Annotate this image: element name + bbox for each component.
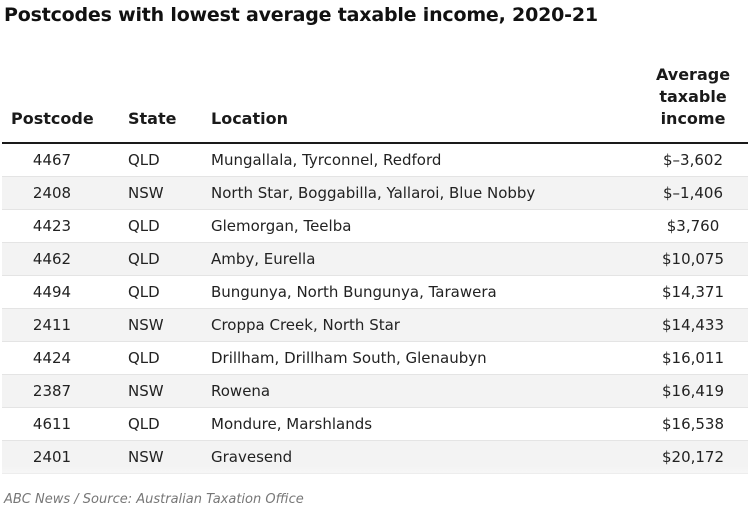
cell-income: $16,538	[638, 407, 748, 441]
cell-postcode: 4462	[2, 242, 102, 276]
cell-location: North Star, Boggabilla, Yallaroi, Blue N…	[211, 176, 638, 210]
cell-state: NSW	[102, 308, 211, 342]
table-row: 4611 QLD Mondure, Marshlands $16,538	[2, 407, 748, 441]
table-row: 4423 QLD Glemorgan, Teelba $3,760	[2, 209, 748, 243]
bottom-fade	[0, 466, 749, 486]
cell-income: $14,433	[638, 308, 748, 342]
column-header-income: Average taxable income	[638, 64, 748, 144]
cell-income: $3,760	[638, 209, 748, 243]
table-row: 2411 NSW Croppa Creek, North Star $14,433	[2, 308, 748, 342]
cell-location: Amby, Eurella	[211, 242, 638, 276]
cell-postcode: 4611	[2, 407, 102, 441]
column-header-state: State	[102, 64, 211, 144]
cell-income: $–1,406	[638, 176, 748, 210]
cell-location: Glemorgan, Teelba	[211, 209, 638, 243]
cell-income: $16,419	[638, 374, 748, 408]
cell-state: NSW	[102, 374, 211, 408]
cell-postcode: 2408	[2, 176, 102, 210]
cell-state: QLD	[102, 209, 211, 243]
cell-state: QLD	[102, 341, 211, 375]
cell-state: QLD	[102, 143, 211, 177]
cell-location: Drillham, Drillham South, Glenaubyn	[211, 341, 638, 375]
cell-income: $–3,602	[638, 143, 748, 177]
income-table: Postcode State Location Average taxable …	[2, 64, 748, 474]
table-row: 4462 QLD Amby, Eurella $10,075	[2, 242, 748, 276]
cell-state: QLD	[102, 275, 211, 309]
cell-state: NSW	[102, 176, 211, 210]
cell-postcode: 2411	[2, 308, 102, 342]
cell-postcode: 4494	[2, 275, 102, 309]
table-body: 4467 QLD Mungallala, Tyrconnel, Redford $–3…	[2, 143, 748, 474]
table-header-row: Postcode State Location Average taxable …	[2, 64, 748, 144]
cell-income: $14,371	[638, 275, 748, 309]
table-row: 4424 QLD Drillham, Drillham South, Glenaub…	[2, 341, 748, 375]
table-row: 2408 NSW North Star, Boggabilla, Yallaroi,…	[2, 176, 748, 210]
cell-location: Rowena	[211, 374, 638, 408]
cell-state: QLD	[102, 407, 211, 441]
table-row: 2387 NSW Rowena $16,419	[2, 374, 748, 408]
column-header-location: Location	[211, 64, 638, 144]
cell-income: $16,011	[638, 341, 748, 375]
column-header-postcode: Postcode	[2, 64, 102, 144]
table-row: 4467 QLD Mungallala, Tyrconnel, Redford $–3…	[2, 143, 748, 177]
cell-location: Bungunya, North Bungunya, Tarawera	[211, 275, 638, 309]
cell-location: Croppa Creek, North Star	[211, 308, 638, 342]
cell-location: Mungallala, Tyrconnel, Redford	[211, 143, 638, 177]
source-note: ABC News / Source: Australian Taxation O…	[4, 492, 304, 507]
cell-postcode: 4423	[2, 209, 102, 243]
cell-postcode: 4467	[2, 143, 102, 177]
cell-postcode: 2387	[2, 374, 102, 408]
cell-state: QLD	[102, 242, 211, 276]
chart-title: Postcodes with lowest average taxable in…	[4, 4, 598, 26]
cell-location: Mondure, Marshlands	[211, 407, 638, 441]
table-row: 4494 QLD Bungunya, North Bungunya, Tarawer…	[2, 275, 748, 309]
cell-postcode: 4424	[2, 341, 102, 375]
cell-income: $10,075	[638, 242, 748, 276]
